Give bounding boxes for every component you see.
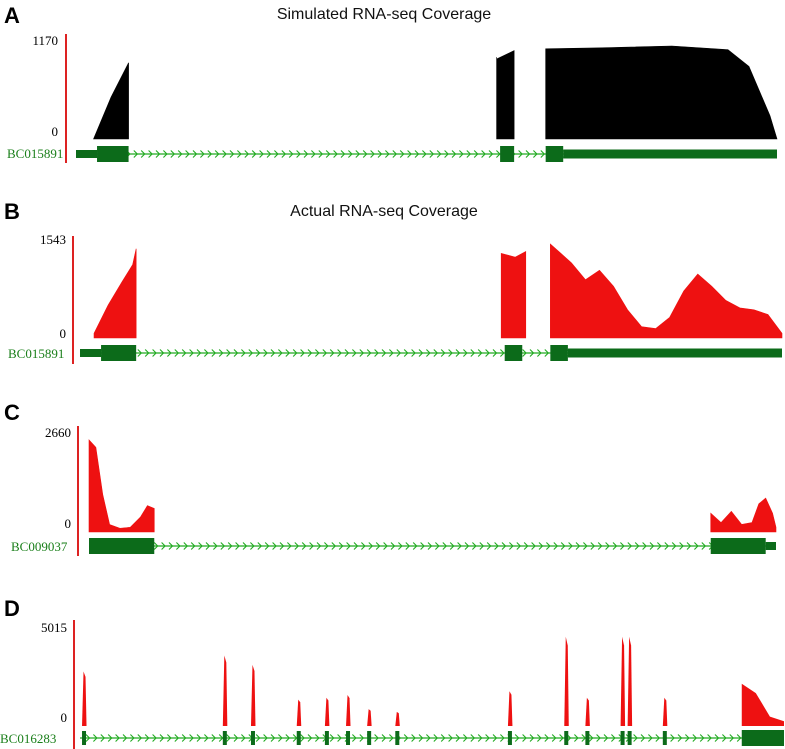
coverage-area-1: [496, 50, 515, 140]
coverage-spike-10: [585, 697, 590, 726]
panel-b-ymin: 0: [60, 326, 67, 341]
exon-block-0: [82, 731, 87, 745]
panel-d-ymax: 5015: [41, 620, 67, 635]
coverage-spike-12: [627, 636, 633, 726]
panel-d-gene-track: [80, 730, 784, 746]
panel-c-coverage: [88, 439, 777, 533]
coverage-spike-7: [395, 711, 400, 726]
exon-block-13: [662, 731, 667, 745]
panel-a-gene-track: [76, 146, 777, 162]
exon-thick-3: [550, 345, 568, 361]
exon-thin-0: [76, 150, 98, 158]
coverage-spike-8: [507, 691, 513, 726]
exon-block-8: [507, 731, 512, 745]
exon-thin-0: [80, 349, 102, 357]
exon-block-1: [222, 731, 227, 745]
panel-c-ymin: 0: [65, 516, 72, 531]
coverage-area-1: [500, 251, 527, 339]
exon-thick-2: [504, 345, 523, 361]
coverage-spike-4: [324, 697, 330, 726]
exon-block-4: [324, 731, 329, 745]
panel-c-letter: C: [4, 400, 20, 425]
coverage-area-2: [550, 243, 783, 339]
exon-block-7: [395, 731, 400, 745]
coverage-area-0: [93, 248, 137, 339]
panel-b-gene-track: [80, 345, 782, 361]
panel-c-gene-track: [89, 538, 776, 554]
coverage-tail: [741, 683, 784, 726]
panel-a-ymax: 1170: [32, 33, 58, 48]
exon-block-5: [346, 731, 351, 745]
coverage-area-0: [93, 62, 129, 140]
panel-d-coverage: [82, 636, 784, 726]
exon-thick-3: [545, 146, 564, 162]
exon-block-11: [620, 731, 625, 745]
coverage-spike-0: [82, 671, 87, 726]
panel-a-ymin: 0: [52, 124, 59, 139]
exon-block-2: [250, 731, 255, 745]
exon-block-3: [296, 731, 301, 745]
panel-a-title: Simulated RNA-seq Coverage: [277, 6, 491, 23]
coverage-spike-11: [620, 636, 626, 726]
exon-block-6: [367, 731, 372, 745]
panel-b-letter: B: [4, 199, 20, 224]
coverage-spike-2: [250, 664, 256, 726]
panel-b-title: Actual RNA-seq Coverage: [290, 203, 478, 220]
coverage-spike-6: [367, 709, 372, 726]
panel-a-letter: A: [4, 3, 20, 28]
coverage-area-2: [545, 45, 778, 140]
coverage-area-1: [710, 497, 777, 533]
coverage-spike-5: [346, 694, 351, 726]
panel-c-gene-label: BC009037: [11, 539, 68, 554]
panel-d-letter: D: [4, 596, 20, 621]
exon-thick-2: [500, 146, 515, 162]
exon-thick-1: [97, 146, 129, 162]
panel-b-coverage: [93, 243, 783, 339]
panel-b-gene-label: BC015891: [8, 346, 64, 361]
exon-block-10: [585, 731, 590, 745]
coverage-spike-3: [296, 699, 302, 726]
panel-d-ymin: 0: [61, 710, 68, 725]
panel-a-coverage: [93, 45, 778, 140]
exon-thin-2: [765, 542, 776, 550]
coverage-area-0: [88, 439, 155, 533]
panel-a-gene-label: BC015891: [7, 146, 63, 161]
panel-b-ymax: 1543: [40, 232, 66, 247]
coverage-spike-1: [222, 655, 228, 726]
exon-thick-1: [741, 730, 784, 746]
exon-thick-0: [89, 538, 155, 554]
panel-c-ymax: 2660: [45, 425, 71, 440]
exon-thick-1: [101, 345, 137, 361]
exon-utr-4: [563, 149, 777, 159]
exon-block-9: [564, 731, 569, 745]
coverage-spike-13: [662, 697, 668, 726]
exon-block-12: [627, 731, 632, 745]
panel-d-gene-label: BC016283: [0, 731, 56, 746]
exon-utr-4: [567, 348, 782, 358]
exon-thick-1: [710, 538, 766, 554]
coverage-spike-9: [564, 636, 569, 726]
